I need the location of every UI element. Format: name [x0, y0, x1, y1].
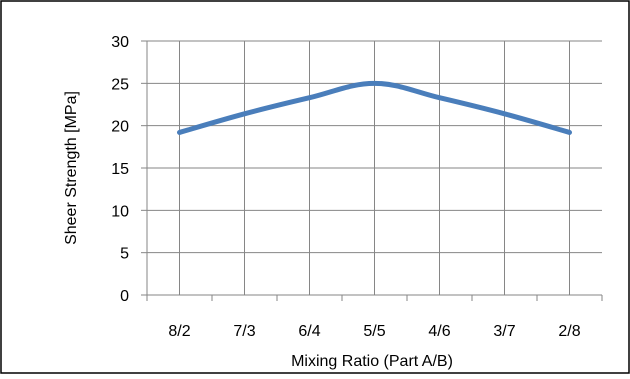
- series-layer: [177, 80, 572, 135]
- x-tick-label: 4/6: [428, 323, 450, 340]
- y-tick-label: 30: [111, 34, 129, 51]
- y-axis-label: Sheer Strength [MPa]: [63, 91, 80, 245]
- tick-labels: 0 5 10 15 20 25 30 8/2 7/3 6/4 5/5 4/6 3/7 2/8: [111, 34, 581, 340]
- series-line: [177, 80, 572, 135]
- y-tick-label: 20: [111, 119, 129, 136]
- x-tick-label: 8/2: [168, 323, 190, 340]
- y-tick-label: 5: [120, 246, 129, 263]
- y-tick-label: 15: [111, 161, 129, 178]
- x-tick-label: 2/8: [558, 323, 580, 340]
- x-tick-label: 3/7: [493, 323, 515, 340]
- y-tick-label: 10: [111, 203, 129, 220]
- x-tick-label: 6/4: [298, 323, 320, 340]
- x-tick-label: 7/3: [233, 323, 255, 340]
- y-tick-label: 0: [120, 288, 129, 305]
- axes: [141, 40, 603, 301]
- y-tick-label: 25: [111, 76, 129, 93]
- x-axis-label: Mixing Ratio (Part A/B): [291, 353, 453, 370]
- x-tick-label: 5/5: [363, 323, 385, 340]
